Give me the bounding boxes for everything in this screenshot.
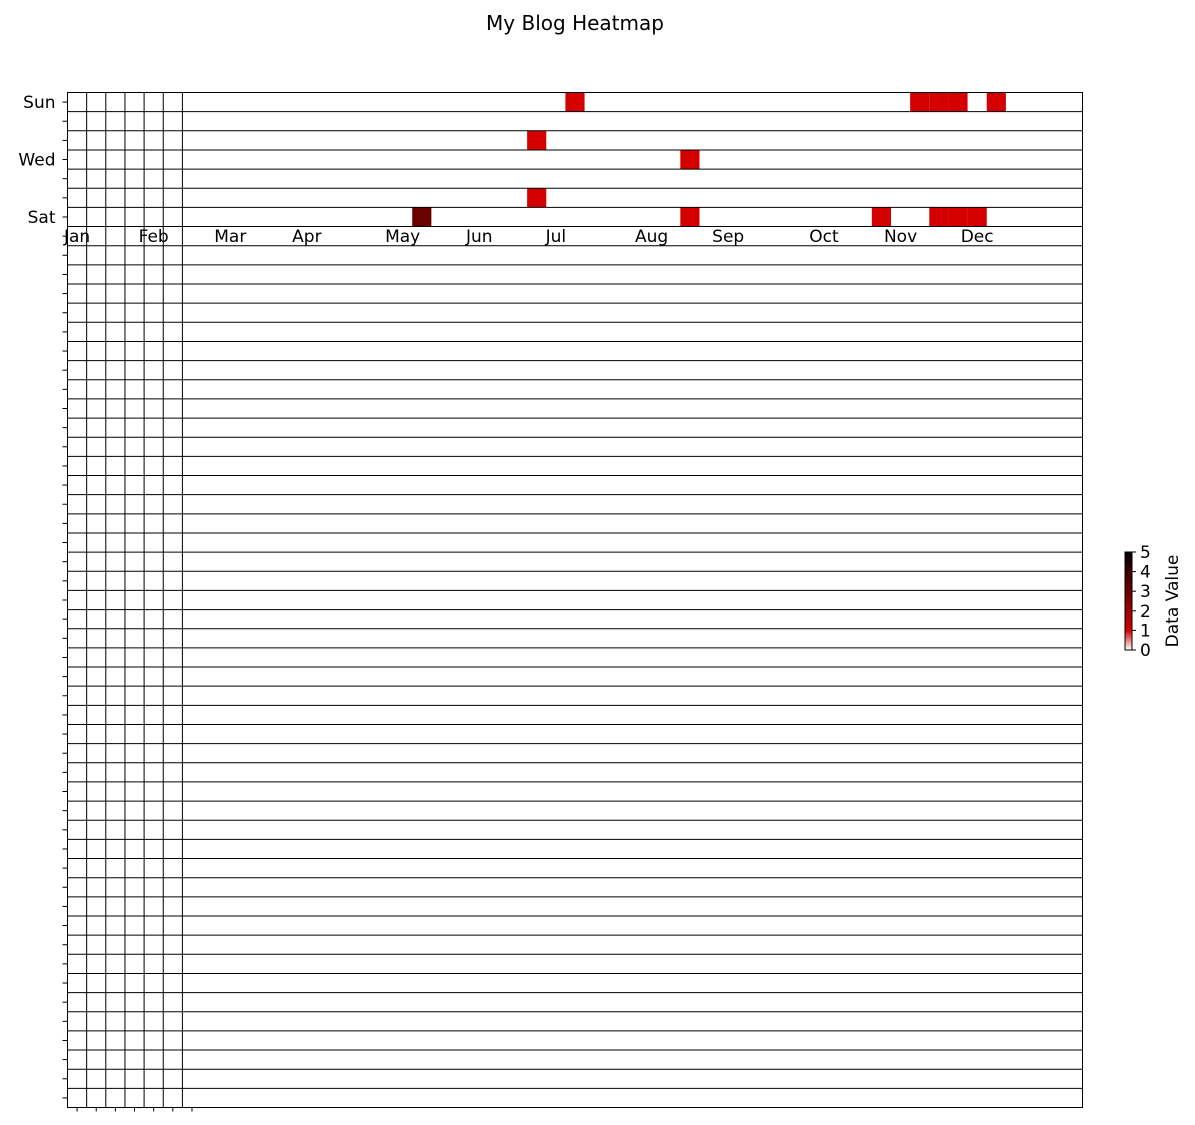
- day-label: Sun: [23, 93, 55, 113]
- heatmap-cell: [929, 92, 949, 112]
- colorbar-tick-label: 4: [1140, 563, 1151, 583]
- colorbar-tick-label: 1: [1140, 621, 1151, 641]
- month-label: Oct: [809, 227, 839, 247]
- month-label: Feb: [139, 227, 169, 247]
- heatmap-cell: [680, 207, 700, 227]
- heatmap-cell: [948, 207, 968, 227]
- month-label: Jan: [63, 227, 90, 247]
- month-label: Nov: [884, 227, 917, 247]
- heatmap-cell: [948, 92, 968, 112]
- colorbar-label: Data Value: [1163, 555, 1183, 648]
- heatmap-cell: [527, 188, 547, 208]
- axis-labels: Sun Wed Sat Jan Feb Mar Apr May Jun Jul Aug Sep Oct N…: [18, 93, 993, 247]
- heatmap-cell: [871, 207, 891, 227]
- colorbar-tick-label: 0: [1140, 641, 1151, 661]
- heatmap-cell: [967, 207, 987, 227]
- day-label: Sat: [28, 208, 56, 228]
- heatmap-cell: [680, 149, 700, 170]
- heatmap-cells: [412, 92, 1006, 227]
- colorbar-tick-label: 2: [1140, 602, 1151, 622]
- heatmap-cell: [929, 207, 949, 227]
- day-label: Wed: [18, 151, 55, 171]
- month-label: Dec: [961, 227, 994, 247]
- month-label: Mar: [214, 227, 246, 247]
- month-label: Apr: [292, 227, 321, 247]
- month-label: Aug: [635, 227, 668, 247]
- month-label: May: [385, 227, 420, 247]
- heatmap-cell: [527, 130, 547, 150]
- month-label: Jul: [545, 227, 567, 247]
- heatmap-cell: [910, 92, 930, 112]
- chart-title: My Blog Heatmap: [486, 11, 664, 35]
- heatmap-cell: [565, 92, 585, 112]
- month-label: Jun: [465, 227, 493, 247]
- heatmap-cell: [986, 92, 1006, 112]
- heatmap-cell: [412, 207, 432, 227]
- month-label: Sep: [712, 227, 744, 247]
- colorbar-tick-label: 5: [1140, 543, 1151, 563]
- axis-ticks: [62, 101, 193, 1112]
- colorbar-gradient: [1124, 551, 1133, 651]
- colorbar-tick-label: 3: [1140, 582, 1151, 602]
